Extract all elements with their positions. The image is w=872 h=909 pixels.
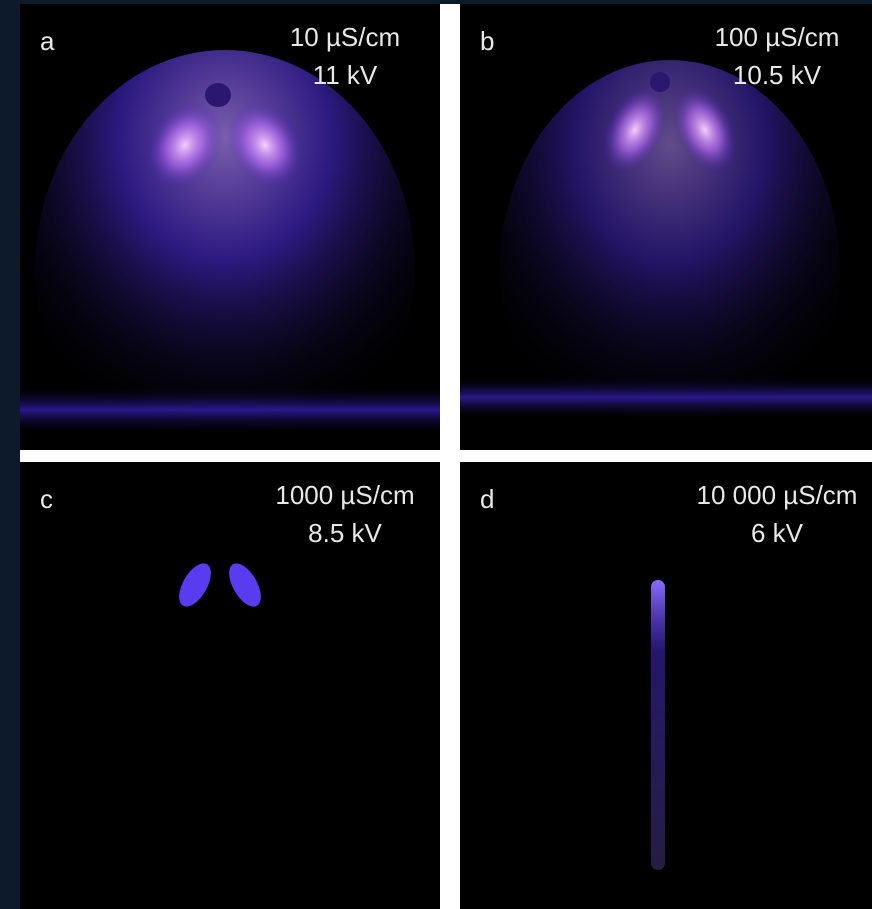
conductivity: 10 µS/cm [290, 22, 400, 52]
voltage: 6 kV [751, 518, 804, 548]
voltage: 10.5 kV [733, 60, 822, 90]
floor-glow [20, 385, 440, 435]
conductivity: 10 000 µS/cm [697, 480, 858, 510]
nozzle [650, 72, 670, 92]
photo-d [460, 462, 872, 909]
voltage: 8.5 kV [308, 518, 382, 548]
figure: a 10 µS/cm 11 kV b 100 µS/cm 10.5 kV c 1000 µS/… [0, 0, 872, 909]
panel-label: c [40, 484, 53, 514]
page: a 10 µS/cm 11 kV b 100 µS/cm 10.5 kV c 1000 µS/… [0, 0, 872, 909]
jet [651, 580, 665, 870]
conductivity: 1000 µS/cm [275, 480, 414, 510]
panel-label: a [40, 26, 55, 56]
conductivity: 100 µS/cm [715, 22, 840, 52]
panel-label: d [480, 484, 494, 514]
nozzle [205, 83, 231, 107]
voltage: 11 kV [313, 60, 378, 90]
panel-label: b [480, 26, 494, 56]
floor-glow [460, 375, 872, 420]
